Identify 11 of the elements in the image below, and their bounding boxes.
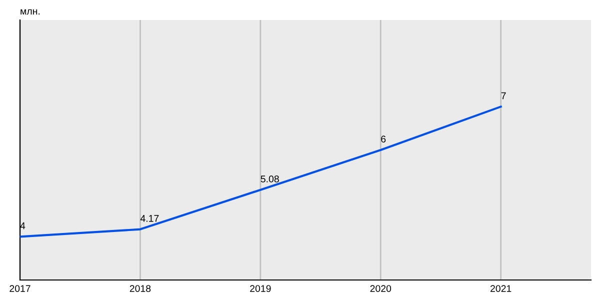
data-label: 4.17 [140,215,159,222]
x-tick-label: 2018 [130,285,151,292]
data-label: 7 [501,92,506,100]
x-tick-label: 2017 [10,285,30,292]
y-axis-title: млн. [20,9,40,15]
data-label: 6 [381,136,386,143]
x-tick-label: 2021 [490,285,512,292]
x-tick-label: 2020 [370,285,392,292]
data-label: 4 [20,222,26,230]
data-label: 5.08 [260,176,279,182]
x-tick-label: 2019 [250,285,271,292]
